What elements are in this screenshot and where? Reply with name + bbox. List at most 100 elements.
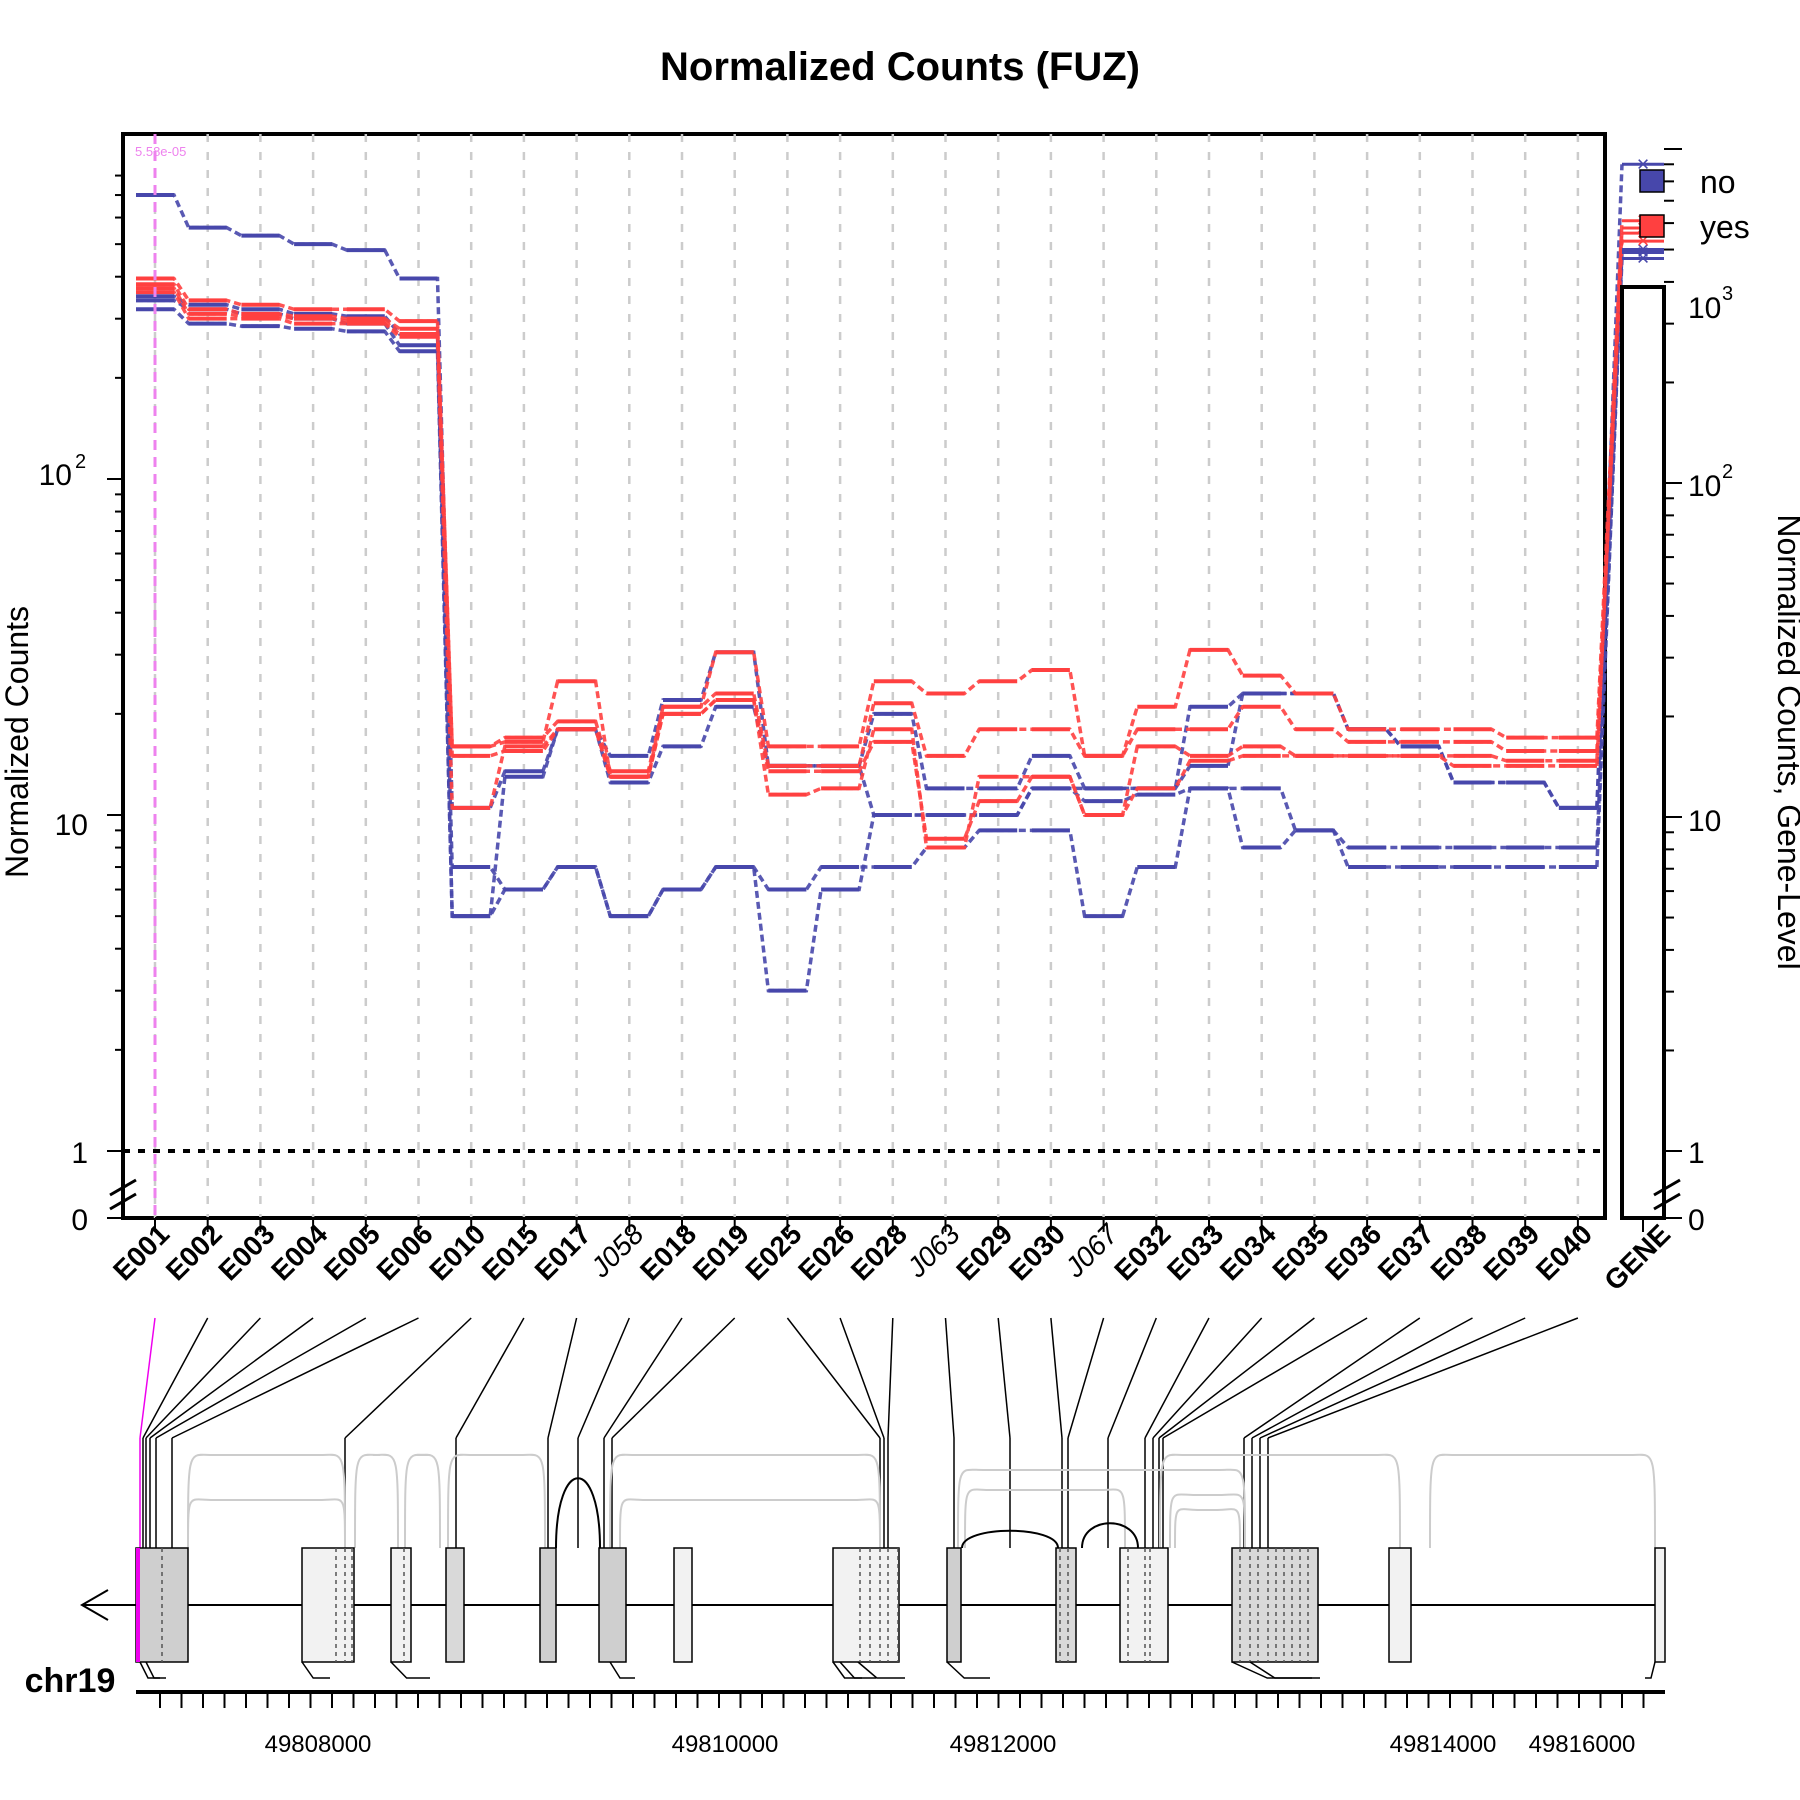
feature-connector [1259,1317,1526,1439]
feature-label: E037 [1372,1218,1440,1286]
feature-label: J063 [900,1218,966,1284]
gene-connector [1595,227,1624,766]
splice-junction-arc [404,1453,441,1549]
y-axis-label: Normalized Counts [0,606,35,878]
series-line [136,298,1597,993]
feature-label: E004 [265,1218,333,1286]
feature-connector [997,1317,1011,1439]
y-right-tick-label: 0 [1688,1204,1705,1237]
coordinate-leader [609,1661,635,1679]
feature-connector [455,1317,525,1439]
coordinate-label: 49814000 [1390,1731,1497,1758]
exon-box [301,1547,355,1663]
feature-connector [786,1317,881,1439]
series-yes [136,233,1624,774]
feature-label: E026 [792,1218,860,1286]
feature-connector [149,1317,314,1439]
feature-label: E006 [371,1218,439,1286]
axis-break-mark [1653,1178,1681,1197]
series-line [136,282,1597,773]
feature-label: E018 [634,1218,702,1286]
axis-break-mark [109,1178,137,1197]
series-line [136,286,1597,850]
splice-junction-arc [619,1498,881,1549]
feature-label: J058 [584,1218,650,1284]
exon-box [1119,1547,1169,1663]
coordinate-label: 49808000 [265,1731,372,1758]
splice-junction-arc [1081,1522,1139,1549]
feature-label: E034 [1214,1218,1282,1286]
splice-junction-arc [609,1453,881,1549]
chromosome-label: chr19 [25,1662,116,1700]
gene-connector [1595,241,1624,761]
coordinate-label: 49816000 [1529,1731,1636,1758]
coordinate-leader [857,1661,905,1679]
exon-box [445,1547,465,1663]
feature-connector [1243,1317,1421,1439]
y-tick-label: 10 [39,459,72,492]
feature-connector [1152,1317,1263,1439]
feature-label: E040 [1530,1218,1598,1286]
exon-box [946,1547,962,1663]
strand-arrow [79,1589,109,1621]
y-tick-label: 0 [71,1204,88,1237]
splice-junction-arc [447,1453,546,1549]
chart-title: Normalized Counts (FUZ) [660,45,1140,89]
series-yes [136,227,1624,841]
feature-connector [1162,1317,1368,1439]
y-right-tick-label-exponent: 3 [1722,283,1733,305]
coordinate-leader [145,1661,166,1679]
splice-junction-arc [187,1453,346,1549]
feature-label: E033 [1161,1218,1229,1286]
splice-junction-arc [1169,1493,1246,1549]
y-right-tick-label: 10 [1688,805,1721,838]
legend-label-no: no [1700,164,1736,200]
feature-label: E035 [1266,1218,1334,1286]
legend: no yes [1639,164,1750,245]
series-line [136,276,1597,779]
main-plot-area [121,132,1607,1220]
series-line [136,307,1597,918]
series-line [136,294,1597,918]
coordinate-label: 49812000 [950,1731,1057,1758]
coordinate-leader [839,1661,876,1679]
legend-swatch-no [1639,169,1665,193]
series-no [136,164,1624,810]
feature-label: E028 [845,1218,913,1286]
feature-label: J067 [1058,1217,1125,1284]
exon-box [673,1547,693,1663]
exon-box [1231,1547,1319,1663]
y-right-tick-label-exponent: 2 [1722,461,1733,483]
feature-connector [1050,1317,1063,1439]
feature-connector [887,1317,894,1439]
feature-label: E039 [1477,1218,1545,1286]
coordinate-leader [1645,1661,1656,1679]
legend-swatch-yes [1639,214,1665,238]
feature-label: E036 [1319,1218,1387,1286]
coordinate-leader [946,1661,990,1679]
splice-junction-arc [957,1468,1246,1549]
axis-break-mark [1653,1192,1681,1211]
splice-junction-arc [555,1477,601,1549]
splice-junction-arc [1159,1453,1401,1549]
feature-label: E019 [687,1218,755,1286]
splice-junction-arc [1429,1453,1656,1549]
exon-box [1654,1547,1666,1663]
coordinate-leader [390,1661,430,1679]
feature-connector [1267,1317,1579,1439]
feature-label: E015 [476,1218,544,1286]
coordinate-leader [301,1661,330,1679]
feature-label: E032 [1108,1218,1176,1286]
coordinate-label: 49810000 [672,1731,779,1758]
feature-connector [944,1317,955,1439]
series-no [136,258,1624,919]
pvalue-annotation: 5.58e-05 [135,144,186,159]
significant-exon-highlight [136,1548,140,1662]
gene-level-cross: × [1637,246,1650,271]
feature-label: E030 [1003,1218,1071,1286]
feature-label: E025 [739,1218,807,1286]
exon-box [598,1547,627,1663]
coordinate-leader [1249,1661,1312,1679]
splice-junction-arc [187,1498,346,1549]
